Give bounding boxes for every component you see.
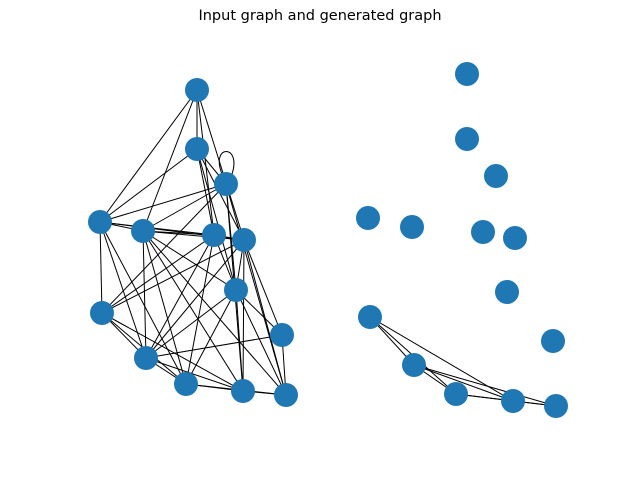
edge-g11-g13 (413, 364, 514, 402)
edge-n4-n7 (142, 230, 237, 291)
graph-node-n0 (185, 78, 209, 102)
graph-node-n4 (131, 219, 155, 243)
edge-g11-g14 (413, 364, 557, 407)
edge-n6-n9 (145, 239, 245, 359)
edge-n1-n7 (196, 148, 237, 291)
graph-node-n12 (270, 323, 294, 347)
graph-node-g2 (484, 164, 508, 188)
graph-node-n8 (90, 301, 114, 325)
edge-n9-n12 (145, 334, 283, 359)
edge-n7-n9 (145, 289, 237, 359)
edge-g9-g13 (369, 316, 514, 402)
edge-n4-n6 (142, 230, 245, 241)
edge-n4-n10 (142, 230, 187, 385)
edge-n0-n4 (142, 89, 198, 232)
edge-n7-n11 (235, 289, 244, 392)
edge-n5-n10 (185, 234, 215, 385)
edge-n2-n2-self-loop (218, 151, 235, 175)
edge-n6-n8 (101, 239, 245, 314)
edge-n2-n8 (101, 183, 227, 314)
input-graph-panel (88, 78, 298, 407)
graph-node-g6 (503, 226, 527, 250)
edge-n1-n5 (196, 148, 215, 236)
edge-n9-n11 (145, 357, 244, 392)
edge-n3-n9 (99, 221, 147, 359)
graph-node-n13 (274, 383, 298, 407)
generated-graph-nodes (356, 62, 568, 418)
edge-n6-n12 (243, 239, 283, 336)
input-graph-edges (99, 89, 287, 396)
graph-node-g12 (444, 382, 468, 406)
edge-n2-n4 (142, 183, 227, 232)
edge-n4-n13 (142, 230, 287, 396)
edge-n0-n3 (99, 89, 198, 223)
graph-node-g4 (400, 215, 424, 239)
graph-node-n3 (88, 210, 112, 234)
edge-n4-n11 (142, 230, 244, 392)
edge-n6-n13 (243, 239, 287, 396)
edge-n4-n9 (142, 230, 147, 359)
graph-node-n10 (174, 372, 198, 396)
edge-n5-n8 (101, 234, 215, 314)
graph-node-n7 (224, 278, 248, 302)
graph-node-g5 (471, 220, 495, 244)
generated-graph-panel (356, 62, 568, 418)
graph-node-n11 (231, 379, 255, 403)
figure-title: Input graph and generated graph (198, 8, 442, 24)
edge-n6-n11 (242, 239, 245, 392)
graph-node-g14 (544, 394, 568, 418)
edge-n0-n5 (196, 89, 215, 236)
graph-node-g1 (455, 127, 479, 151)
input-graph-nodes (88, 78, 298, 407)
graph-node-g11 (402, 353, 426, 377)
graph-node-g0 (455, 62, 479, 86)
graph-node-n9 (134, 346, 158, 370)
edge-n7-n13 (235, 289, 287, 396)
edge-n3-n10 (99, 221, 187, 385)
graph-node-g9 (358, 305, 382, 329)
graph-node-g8 (541, 329, 565, 353)
edge-n1-n3 (99, 148, 198, 223)
graph-node-g7 (495, 280, 519, 304)
graph-node-n2 (214, 172, 238, 196)
edge-n7-n10 (185, 289, 237, 385)
edge-n2-n3 (99, 183, 227, 223)
edge-n0-n6 (196, 89, 245, 241)
graph-node-n1 (185, 137, 209, 161)
edge-n8-n11 (101, 312, 244, 392)
graph-node-g13 (501, 389, 525, 413)
graph-node-n5 (202, 223, 226, 247)
graph-node-g3 (356, 206, 380, 230)
edge-n3-n8 (99, 221, 103, 314)
edge-n5-n9 (145, 234, 215, 359)
graph-node-n6 (232, 228, 256, 252)
